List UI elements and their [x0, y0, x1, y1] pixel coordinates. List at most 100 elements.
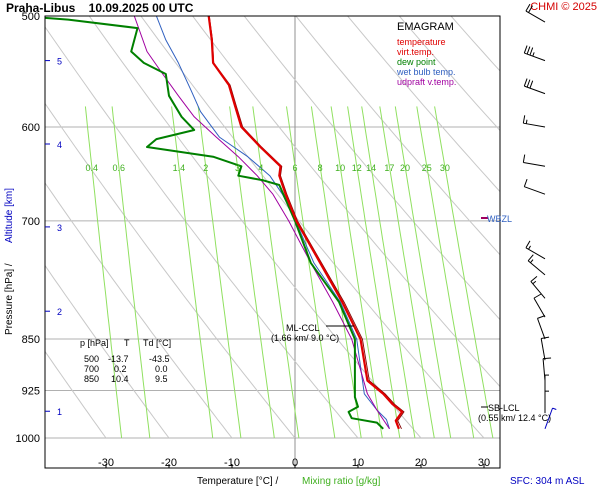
series-line-virt-temp [208, 16, 405, 429]
wind-barb-staff [533, 297, 546, 318]
dry-adiabat-line [398, 16, 500, 132]
dry-adiabat-line [295, 16, 500, 256]
wind-barb-flag [530, 275, 538, 282]
mixing-ratio-line [416, 106, 475, 439]
legend-item-temperature: temperature [397, 37, 446, 47]
table-cell: 10.4 [111, 374, 129, 384]
mixing-ratio-label: 3 [235, 163, 240, 173]
mixing-ratio-line [361, 106, 416, 439]
wind-barb-half-flag [552, 407, 557, 410]
x-axis-title: Temperature [°C] / [197, 476, 278, 487]
table-header-p: p [hPa] [80, 338, 109, 348]
legend-item-virt-temp: virt.temp. [397, 47, 434, 57]
wind-barb [537, 315, 546, 340]
table-cell: -13.7 [108, 354, 129, 364]
wind-barb-flag [526, 46, 531, 55]
dry-adiabat-line [140, 16, 485, 439]
legend-item-wet-bulb: wet bulb temp. [396, 67, 456, 77]
mixing-ratio-line [310, 106, 362, 439]
wind-barb [544, 374, 549, 398]
mixing-ratio-line [84, 106, 123, 439]
pressure-tick-label: 1000 [16, 433, 40, 445]
mixing-ratio-line [434, 106, 494, 439]
wind-barb-half-flag [532, 52, 535, 57]
mixing-ratio-line [286, 106, 336, 439]
x-tick-label: 30 [478, 457, 490, 469]
wind-barbs [522, 3, 557, 429]
dry-adiabat-line [503, 16, 600, 438]
wind-barb-flag [522, 115, 526, 124]
wind-barb-staff [525, 10, 546, 23]
wind-barb-staff [524, 85, 546, 95]
legend-item-dew-point: dew point [397, 57, 436, 67]
wind-barb [542, 357, 552, 381]
mixing-ratio-label: 12 [352, 163, 362, 173]
ml-ccl-detail: (1.66 km/ 9.0 °C) [271, 333, 339, 343]
wind-barb-flag [529, 80, 534, 89]
wind-barb-staff [523, 122, 546, 128]
legend: EMAGRAM temperature virt.temp. dew point… [396, 21, 456, 87]
mixing-ratio-line [379, 106, 435, 439]
table-header-t: T [124, 338, 130, 348]
table-cell: -43.5 [149, 354, 170, 364]
dry-adiabats [45, 16, 600, 439]
mixing-ratio-line [330, 106, 383, 439]
dry-adiabat-line [347, 16, 500, 193]
pressure-tick-label: 500 [22, 11, 40, 23]
mixing-ratio-label: 14 [366, 163, 376, 173]
dry-adiabat-line [88, 16, 422, 439]
wind-barb-flag [526, 79, 531, 88]
wind-barb-flag [522, 154, 526, 163]
mixing-ratio-label: 10 [335, 163, 345, 173]
wind-barb-staff [525, 247, 546, 260]
pressure-tick-label: 700 [22, 216, 40, 228]
chart-title: EMAGRAM [397, 21, 454, 33]
mixing-ratio-label: 17 [384, 163, 394, 173]
series-line-udpraft-v-temp [133, 16, 390, 430]
wind-barb-flag [537, 315, 546, 319]
mixing-ratio-label: 0.6 [113, 163, 126, 173]
x-tick-label: -10 [224, 457, 240, 469]
sounding-title: Praha-Libus 10.09.2025 00 UTC [6, 1, 194, 15]
sounding-table: p [hPa] T Td [°C] 500 -13.7 -43.5 700 0.… [80, 338, 171, 384]
wind-barb-half-flag [530, 259, 534, 264]
mixing-ratio-line [197, 106, 242, 439]
dry-adiabat-line [45, 350, 107, 439]
table-cell: 850 [84, 374, 99, 384]
dry-adiabat-line [554, 16, 600, 438]
plot-frame [44, 15, 501, 469]
dry-adiabat-line [45, 102, 296, 439]
mixing-ratio-line [394, 106, 452, 439]
wind-barb-half-flag [532, 280, 537, 285]
pressure-tick-label: 850 [22, 334, 40, 346]
credit-label: CHMI © 2025 [530, 1, 597, 13]
x-tick-label: 10 [352, 457, 364, 469]
wind-barb-half-flag [528, 245, 531, 250]
wind-barb-flag [533, 293, 542, 299]
dry-adiabat-line [243, 16, 500, 321]
wind-barb-flag [527, 254, 534, 262]
altitude-tick-label: 3 [57, 223, 62, 233]
wbzl-label: WBZL [487, 214, 512, 224]
wind-barb [523, 45, 546, 62]
wind-barb [523, 178, 546, 195]
x-tick-label: -20 [161, 457, 177, 469]
pressure-tick-label: 925 [22, 386, 40, 398]
y-axis-title-altitude: Altitude [km] [4, 188, 15, 243]
mixing-ratio-label: 30 [440, 163, 450, 173]
mixing-ratio-lines [84, 106, 494, 439]
wind-barb-staff [524, 186, 546, 195]
wind-barb [522, 115, 546, 128]
x-tick-label: -30 [98, 457, 114, 469]
table-cell: 500 [84, 354, 99, 364]
x-tick-label: 0 [292, 457, 298, 469]
legend-item-updraft: udpraft v.temp. [397, 77, 456, 87]
wind-barb [522, 154, 546, 167]
wind-barb [527, 254, 546, 276]
wind-barb-flag [528, 5, 533, 13]
surface-elevation: SFC: 304 m ASL [510, 476, 585, 487]
wind-barb-staff [523, 161, 546, 167]
wind-barb-flag [543, 357, 552, 360]
mixing-ratio-label: 6 [293, 163, 298, 173]
sb-lcl-detail: (0.55 km/ 12.4 °C) [478, 413, 551, 423]
